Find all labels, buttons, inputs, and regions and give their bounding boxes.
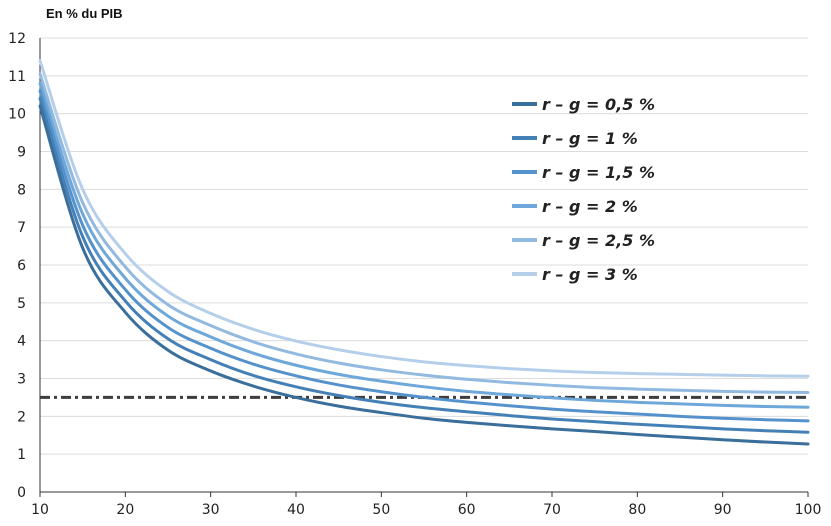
y-tick-label: 11	[8, 69, 26, 85]
y-tick-label: 2	[17, 409, 26, 425]
y-tick-label: 7	[17, 220, 26, 236]
series-line	[38, 59, 810, 378]
x-tick-label: 40	[287, 502, 305, 518]
x-tick-label: 30	[202, 502, 220, 518]
legend-label: r – g = 3 %	[542, 265, 638, 284]
y-tick-label: 5	[17, 296, 26, 312]
series-line	[38, 97, 810, 434]
y-tick-label: 3	[17, 372, 26, 388]
series-line	[38, 81, 810, 409]
y-tick-label: 8	[17, 182, 26, 198]
series-line	[38, 104, 810, 446]
unit-label: En % du PIB	[46, 6, 123, 21]
y-tick-label: 4	[17, 334, 26, 350]
x-tick-label: 20	[116, 502, 134, 518]
legend-label: r – g = 2 %	[542, 197, 638, 216]
x-tick-label: 50	[372, 502, 390, 518]
x-tick-label: 70	[543, 502, 561, 518]
y-tick-label: 9	[17, 145, 26, 161]
legend-label: r – g = 1 %	[542, 129, 638, 148]
y-tick-label: 12	[8, 31, 26, 47]
y-tick-label: 10	[8, 107, 26, 123]
x-tick-label: 80	[628, 502, 646, 518]
series-line	[38, 89, 810, 423]
y-tick-label: 1	[17, 447, 26, 463]
x-tick-label: 60	[458, 502, 476, 518]
y-tick-label: 0	[17, 485, 26, 501]
legend-label: r – g = 0,5 %	[542, 95, 655, 114]
x-tick-label: 90	[714, 502, 732, 518]
y-tick-label: 6	[17, 258, 26, 274]
legend-label: r – g = 1,5 %	[542, 163, 655, 182]
x-tick-label: 10	[31, 502, 49, 518]
legend-label: r – g = 2,5 %	[542, 231, 655, 250]
x-tick-label: 100	[795, 502, 822, 518]
series-line	[38, 72, 810, 394]
